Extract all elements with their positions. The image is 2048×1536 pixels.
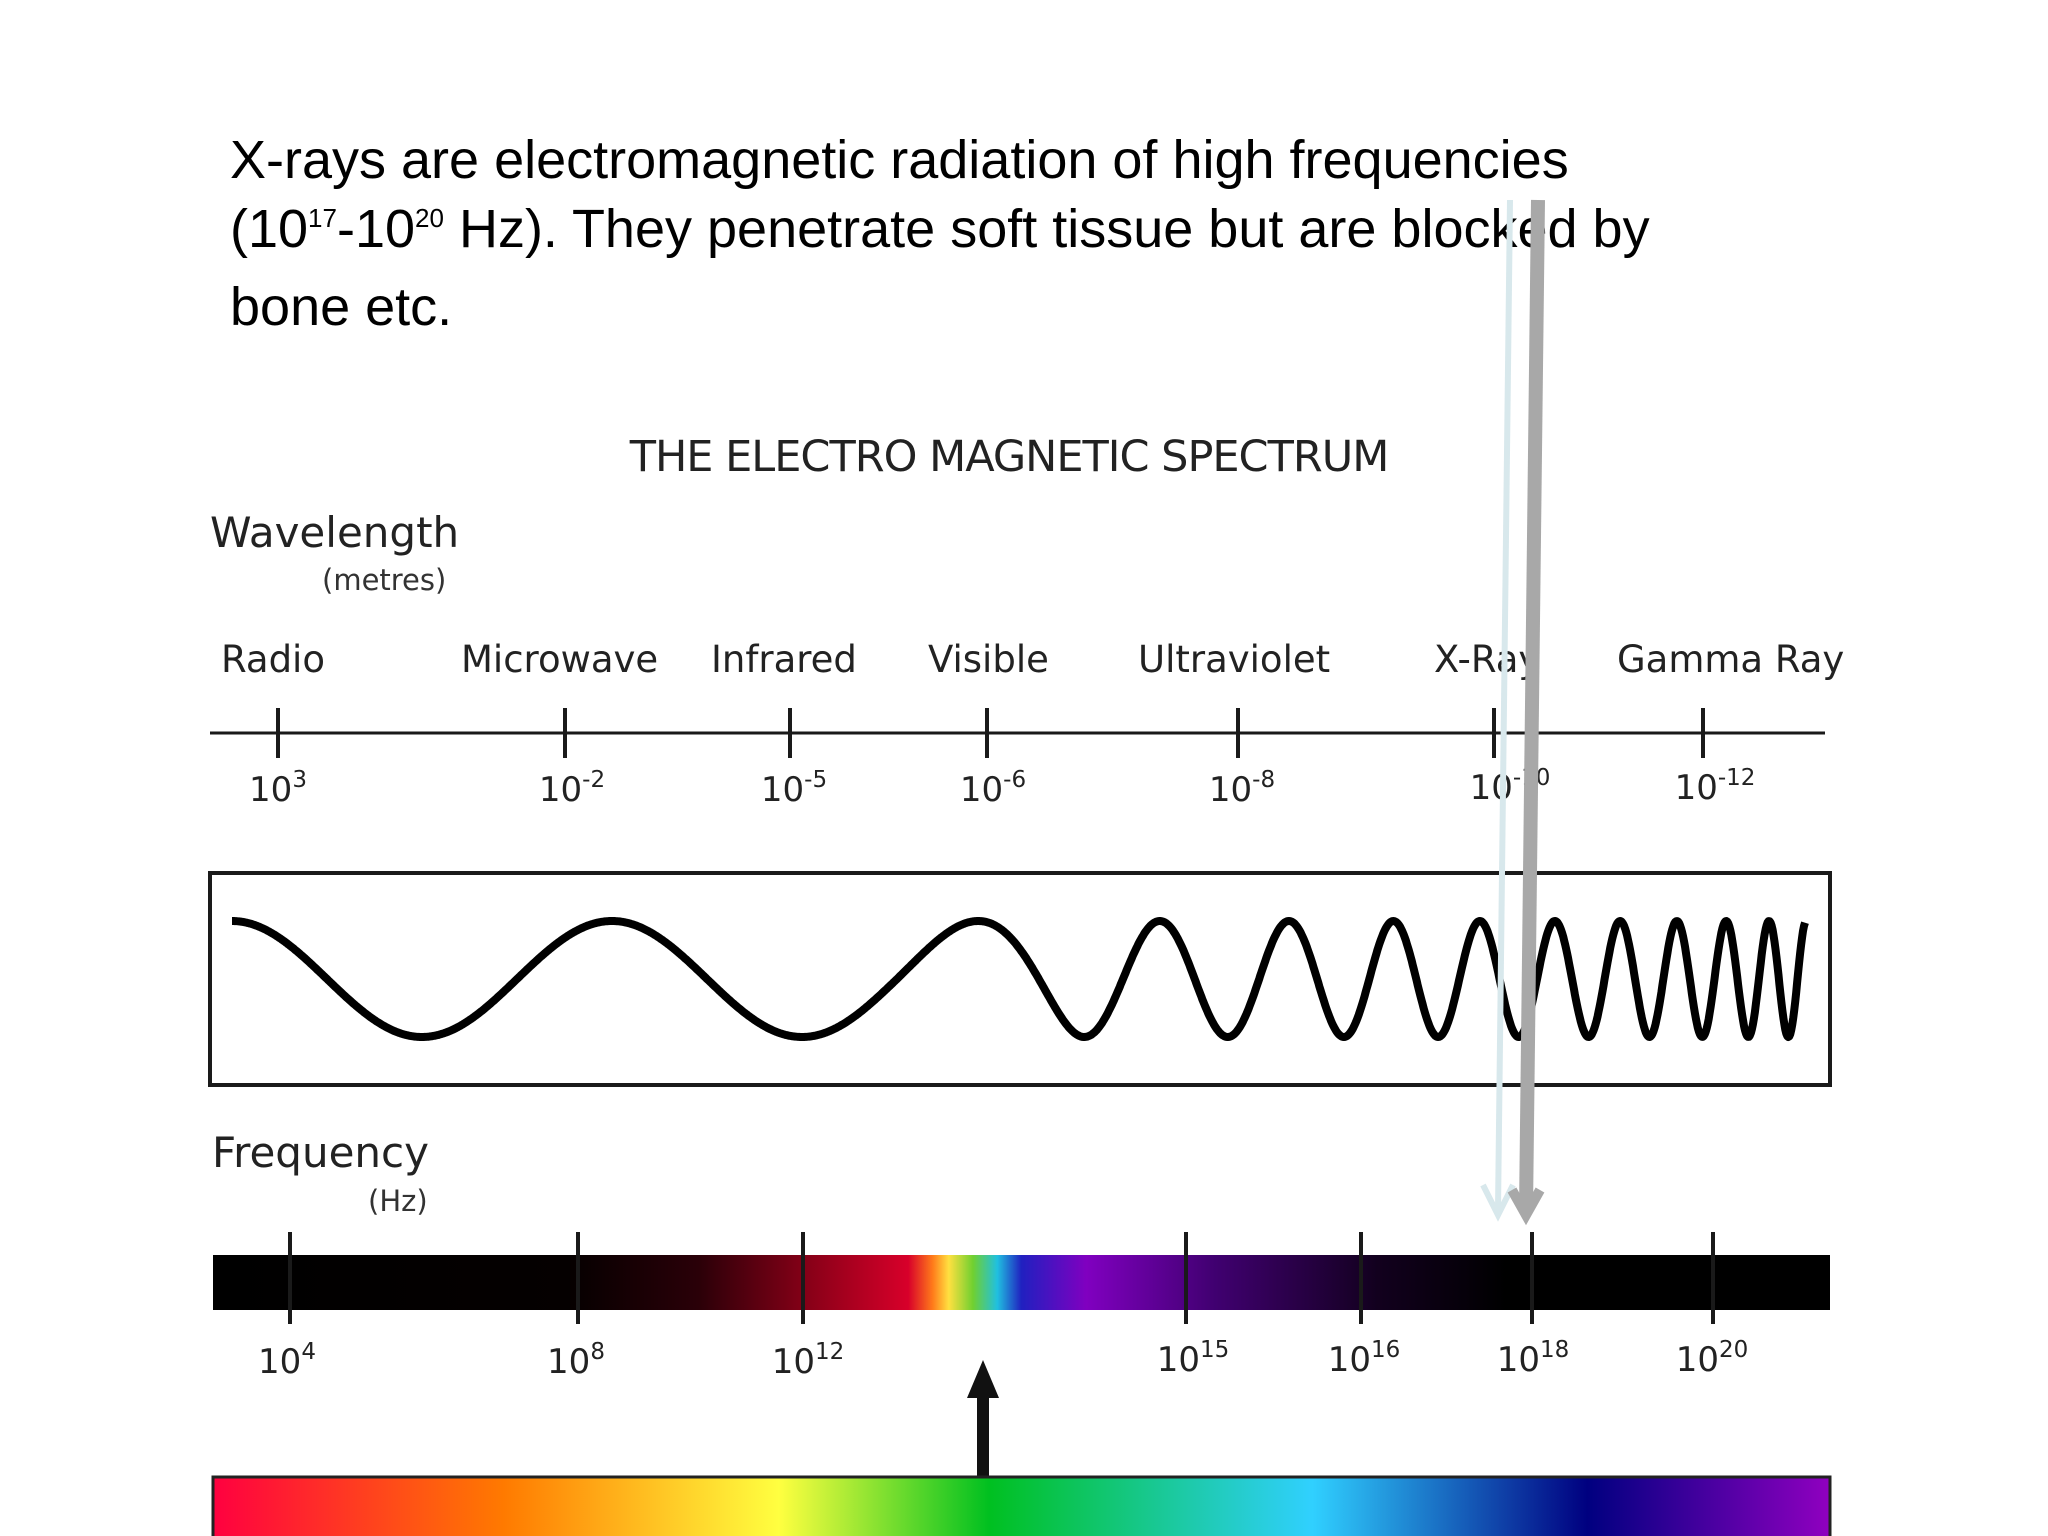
wavelength-tick-label: 103 <box>249 767 307 810</box>
wavelength-tick-label: 10-2 <box>538 767 606 810</box>
frequency-tick-label: 1018 <box>1496 1337 1570 1380</box>
intro-paren: (10 <box>230 199 309 259</box>
wavelength-tick-label: 10-12 <box>1674 765 1756 808</box>
intro-paragraph: X-rays are electromagnetic radiation of … <box>230 126 1890 342</box>
band-label-microwave: Microwave <box>461 638 659 681</box>
frequency-tick-label: 1015 <box>1156 1337 1230 1380</box>
frequency-unit: (Hz) <box>368 1184 428 1218</box>
intro-exp-17: 17 <box>308 203 337 233</box>
frequency-bar <box>213 1255 1830 1310</box>
band-label-radio: Radio <box>221 638 325 681</box>
visible-spectrum-bar <box>211 1475 1832 1536</box>
xray-pointer-light <box>1480 199 1516 1222</box>
intro-line-1: X-rays are electromagnetic radiation of … <box>230 130 1569 190</box>
frequency-tick-label: 108 <box>547 1339 605 1382</box>
band-label-ultraviolet: Ultraviolet <box>1138 638 1331 681</box>
frequency-heading: Frequency <box>212 1128 429 1177</box>
wavelength-tick-label: 10-5 <box>760 767 828 810</box>
wavelength-tick-label: 10-6 <box>959 767 1027 810</box>
intro-rest: Hz). They penetrate soft tissue but are … <box>443 199 1650 259</box>
wave-curve <box>229 917 1809 1041</box>
frequency-tick-label: 1020 <box>1675 1337 1749 1380</box>
wave-box <box>208 871 1832 1087</box>
intro-exp-20: 20 <box>415 203 444 233</box>
intro-line-3: bone etc. <box>230 277 453 337</box>
frequency-tick-label: 104 <box>258 1339 316 1382</box>
visible-arrow-head-icon <box>967 1360 999 1398</box>
intro-line-2: (1017-1020 Hz). They penetrate soft tiss… <box>230 195 1890 273</box>
wavelength-heading: Wavelength <box>210 508 460 557</box>
frequency-ticks <box>288 1232 1715 1324</box>
wavelength-unit: (metres) <box>322 563 447 597</box>
band-label-infrared: Infrared <box>711 638 857 681</box>
frequency-tick-label: 1016 <box>1327 1337 1401 1380</box>
band-label-gamma-ray: Gamma Ray <box>1617 638 1845 681</box>
wavelength-tick-label: 10-8 <box>1208 767 1276 810</box>
frequency-tick-label: 1012 <box>771 1339 845 1382</box>
diagram-title: THE ELECTRO MAGNETIC SPECTRUM <box>629 432 1390 482</box>
wavelength-ticks <box>276 708 1705 758</box>
band-label-visible: Visible <box>928 638 1049 681</box>
band-label-xray: X-Ray <box>1434 638 1541 681</box>
xray-pointer-dark <box>1507 199 1545 1226</box>
intro-dash: -10 <box>336 199 416 259</box>
